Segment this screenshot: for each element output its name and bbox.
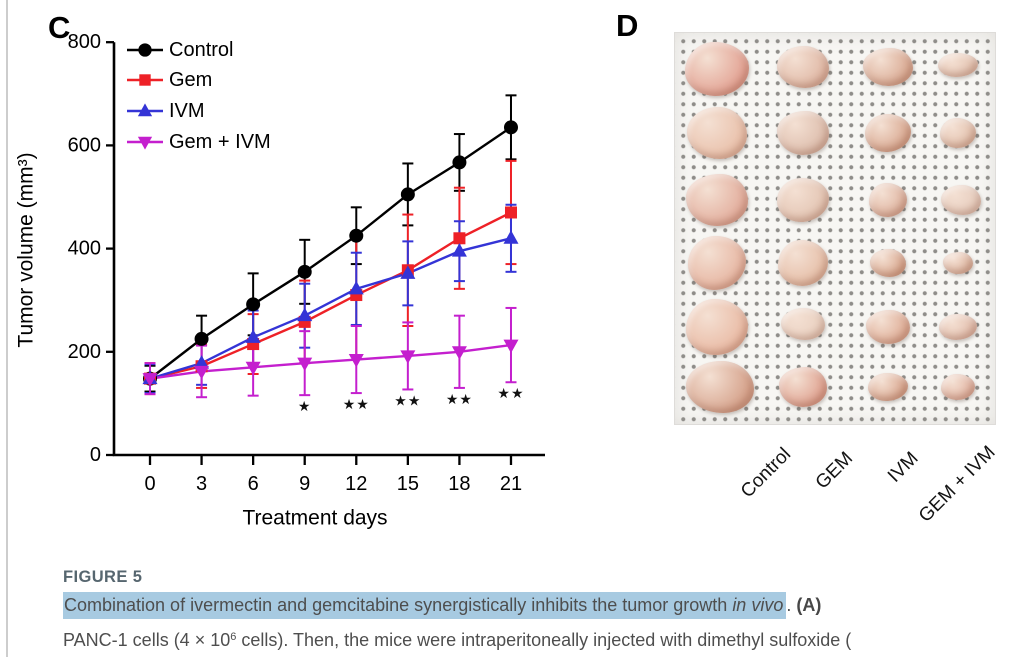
svg-text:★: ★	[298, 399, 312, 415]
svg-text:3: 3	[196, 473, 207, 495]
svg-text:Gem: Gem	[169, 69, 212, 91]
svg-text:9: 9	[299, 473, 310, 495]
tumor-specimen	[943, 252, 973, 274]
caption-line-1: Combination of ivermectin and gemcitabin…	[63, 592, 822, 619]
svg-text:★★: ★★	[497, 386, 524, 402]
tumor-specimen	[686, 361, 754, 413]
tumor-volume-chart: 0 200 400 600 800 0 3 6 9 12 15 18 21 Treatment days T…	[15, 31, 545, 530]
column-label-control: Control	[736, 444, 795, 503]
tumor-specimen	[868, 373, 908, 401]
caption-line2-text-cont: cells). Then, the mice were intraperiton…	[236, 630, 852, 650]
column-label-gem: GEM	[811, 448, 857, 494]
caption-superscript-6: 6	[230, 631, 237, 643]
panel-c-label: C	[48, 10, 71, 45]
svg-text:0: 0	[90, 444, 101, 466]
tumor-specimen	[938, 53, 978, 77]
tumor-specimen	[941, 185, 981, 215]
caption-period: .	[786, 595, 797, 615]
svg-text:Tumor volume (mm³): Tumor volume (mm³)	[15, 152, 38, 347]
svg-text:★★: ★★	[446, 392, 473, 408]
column-label-ivm: IVM	[884, 448, 923, 487]
tumor-specimen	[777, 178, 829, 222]
tumor-specimen	[686, 299, 748, 355]
page-left-border	[6, 0, 8, 657]
tumor-specimen	[777, 111, 829, 155]
svg-text:18: 18	[448, 473, 470, 495]
tumor-specimen	[865, 114, 911, 152]
tumor-specimen	[687, 107, 747, 159]
tumor-specimen	[685, 42, 749, 96]
svg-text:Gem + IVM: Gem + IVM	[169, 131, 271, 153]
tumor-specimen	[777, 46, 829, 88]
svg-text:15: 15	[397, 473, 419, 495]
tumor-photo-board	[675, 33, 995, 424]
figure-number-label: FIGURE 5	[63, 568, 143, 586]
caption-line2-text: PANC-1 cells (4 × 10	[63, 630, 231, 650]
svg-text:21: 21	[500, 473, 522, 495]
svg-text:IVM: IVM	[169, 100, 205, 122]
tumor-specimen	[869, 183, 907, 217]
tumor-specimen	[939, 314, 977, 340]
svg-text:12: 12	[345, 473, 367, 495]
svg-text:★★: ★★	[343, 397, 370, 413]
svg-text:★★: ★★	[394, 393, 421, 409]
tumor-specimen	[686, 174, 748, 226]
panel-d-label: D	[616, 8, 639, 43]
svg-text:0: 0	[144, 473, 155, 495]
svg-text:800: 800	[68, 31, 101, 53]
caption-italic-in-vivo: in vivo	[732, 595, 784, 615]
tumor-specimen	[779, 367, 827, 407]
tumor-specimen	[863, 48, 913, 86]
svg-text:6: 6	[248, 473, 259, 495]
tumor-specimen	[866, 310, 910, 344]
svg-text:Treatment days: Treatment days	[242, 507, 387, 530]
svg-text:400: 400	[68, 238, 101, 260]
tumor-specimen	[870, 249, 906, 277]
tumor-specimen	[781, 308, 825, 340]
svg-text:600: 600	[68, 134, 101, 156]
caption-panel-a-ref: (A)	[796, 595, 822, 615]
column-label-gem-ivm: GEM + IVM	[915, 442, 1000, 527]
tumor-specimen	[941, 374, 975, 400]
caption-line-2: PANC-1 cells (4 × 106 cells). Then, the …	[63, 630, 851, 651]
svg-text:200: 200	[68, 341, 101, 363]
tumor-specimen	[688, 236, 746, 290]
caption-highlighted-text: Combination of ivermectin and gemcitabin…	[64, 595, 733, 615]
svg-text:Control: Control	[169, 39, 233, 61]
tumor-specimen	[778, 240, 828, 286]
tumor-specimen	[940, 118, 976, 148]
